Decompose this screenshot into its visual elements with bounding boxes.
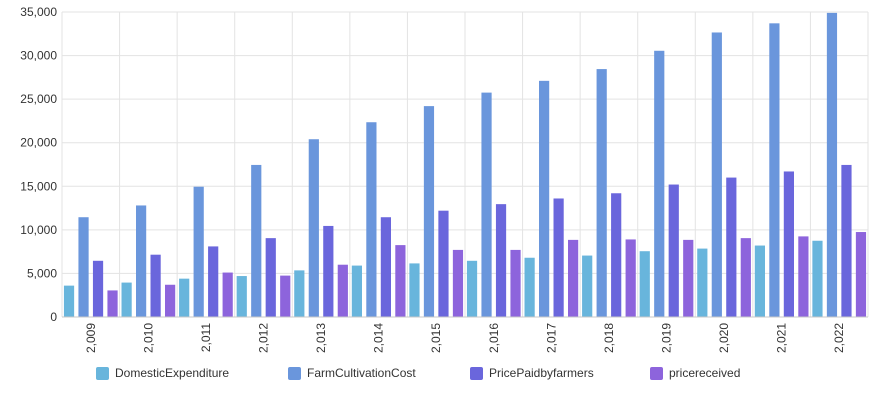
bar-FarmCultivationCost[interactable] <box>78 217 89 317</box>
legend-item[interactable]: DomesticExpenditure <box>96 366 229 380</box>
bar-pricereceived[interactable] <box>165 284 176 317</box>
bar-PricePaidbyfarmers[interactable] <box>841 164 852 317</box>
legend-swatch <box>470 366 483 380</box>
bar-DomesticExpenditure[interactable] <box>639 251 650 317</box>
bar-PricePaidbyfarmers[interactable] <box>495 204 507 317</box>
bar-pricereceived[interactable] <box>107 290 118 317</box>
bar-FarmCultivationCost[interactable] <box>654 50 665 318</box>
y-tick-label: 5,000 <box>27 266 57 280</box>
x-tick-label: 2,015 <box>429 323 443 353</box>
bar-pricereceived[interactable] <box>222 272 233 317</box>
legend-swatch <box>288 366 301 380</box>
bar-FarmCultivationCost[interactable] <box>193 186 204 317</box>
legend-label: FarmCultivationCost <box>307 366 416 380</box>
bars <box>63 12 867 318</box>
x-tick-label: 2,013 <box>314 323 328 353</box>
bar-FarmCultivationCost[interactable] <box>308 139 319 317</box>
bar-DomesticExpenditure[interactable] <box>121 282 132 317</box>
bar-FarmCultivationCost[interactable] <box>596 69 607 317</box>
x-axis: 2,009 2,010 2,011 2,012 2,013 2,014 2,015 2,016… <box>62 316 868 353</box>
legend-swatch <box>96 366 109 380</box>
y-tick-label: 25,000 <box>20 92 57 106</box>
gridlines <box>61 11 869 318</box>
bar-pricereceived[interactable] <box>740 238 751 317</box>
bar-DomesticExpenditure[interactable] <box>179 278 190 317</box>
bar-FarmCultivationCost[interactable] <box>366 122 377 317</box>
bar-FarmCultivationCost[interactable] <box>481 92 492 317</box>
bar-pricereceived[interactable] <box>510 249 521 317</box>
bar-PricePaidbyfarmers[interactable] <box>611 193 622 317</box>
bar-DomesticExpenditure[interactable] <box>294 270 305 317</box>
bar-PricePaidbyfarmers[interactable] <box>265 238 276 317</box>
x-tick-label: 2,020 <box>717 323 731 353</box>
bar-PricePaidbyfarmers[interactable] <box>726 177 737 317</box>
bar-PricePaidbyfarmers[interactable] <box>668 184 679 317</box>
bar-FarmCultivationCost[interactable] <box>136 205 147 317</box>
bar-FarmCultivationCost[interactable] <box>423 106 435 317</box>
bar-PricePaidbyfarmers[interactable] <box>208 246 219 317</box>
bar-PricePaidbyfarmers[interactable] <box>783 171 794 317</box>
bar-DomesticExpenditure[interactable] <box>409 263 420 317</box>
x-tick-label: 2,014 <box>372 323 386 353</box>
bar-PricePaidbyfarmers[interactable] <box>323 225 334 317</box>
bar-FarmCultivationCost[interactable] <box>539 80 550 317</box>
bar-pricereceived[interactable] <box>798 236 809 317</box>
x-tick-label: 2,019 <box>660 323 674 353</box>
bar-DomesticExpenditure[interactable] <box>697 248 708 317</box>
y-axis: 0 5,000 10,000 15,000 20,000 25,000 30,000 35,0… <box>20 5 57 324</box>
bar-DomesticExpenditure[interactable] <box>351 265 362 317</box>
bar-PricePaidbyfarmers[interactable] <box>380 217 391 317</box>
x-tick-label: 2,009 <box>84 323 98 353</box>
legend-label: DomesticExpenditure <box>115 366 230 380</box>
y-tick-label: 10,000 <box>20 223 57 237</box>
bar-pricereceived[interactable] <box>568 239 579 317</box>
legend-item[interactable]: FarmCultivationCost <box>288 366 416 380</box>
bar-PricePaidbyfarmers[interactable] <box>150 254 161 317</box>
bar-FarmCultivationCost[interactable] <box>769 23 780 317</box>
y-tick-label: 35,000 <box>20 5 57 19</box>
legend-label: pricereceived <box>669 366 741 380</box>
x-tick-label: 2,022 <box>832 323 846 353</box>
bar-chart: 0 5,000 10,000 15,000 20,000 25,000 30,000 35,0… <box>20 5 869 353</box>
bar-pricereceived[interactable] <box>452 249 464 317</box>
bar-pricereceived[interactable] <box>625 239 636 317</box>
bar-DomesticExpenditure[interactable] <box>524 257 535 317</box>
bar-pricereceived[interactable] <box>395 245 406 317</box>
bar-DomesticExpenditure[interactable] <box>812 240 823 317</box>
y-tick-label: 15,000 <box>20 179 57 193</box>
bar-PricePaidbyfarmers[interactable] <box>92 260 104 317</box>
bar-DomesticExpenditure[interactable] <box>754 245 765 317</box>
bar-DomesticExpenditure[interactable] <box>63 285 75 317</box>
x-tick-label: 2,012 <box>257 323 271 353</box>
bar-FarmCultivationCost[interactable] <box>826 12 838 317</box>
legend: DomesticExpenditure FarmCultivationCost Pr… <box>96 366 876 386</box>
bar-DomesticExpenditure[interactable] <box>236 276 247 317</box>
y-tick-label: 30,000 <box>20 49 57 63</box>
legend-swatch <box>650 366 663 380</box>
legend-label: PricePaidbyfarmers <box>489 366 594 380</box>
bar-pricereceived[interactable] <box>337 264 348 317</box>
bar-DomesticExpenditure[interactable] <box>582 255 593 317</box>
bar-DomesticExpenditure[interactable] <box>466 260 478 317</box>
bar-FarmCultivationCost[interactable] <box>711 32 722 317</box>
bar-pricereceived[interactable] <box>280 275 291 317</box>
legend-item[interactable]: pricereceived <box>650 366 740 380</box>
bar-pricereceived[interactable] <box>855 232 867 317</box>
bar-pricereceived[interactable] <box>683 239 694 317</box>
bar-FarmCultivationCost[interactable] <box>251 164 262 317</box>
legend-item[interactable]: PricePaidbyfarmers <box>470 366 594 380</box>
x-tick-label: 2,016 <box>487 323 501 353</box>
y-tick-label: 20,000 <box>20 136 57 150</box>
x-tick-label: 2,011 <box>199 323 213 352</box>
x-tick-label: 2,017 <box>544 323 558 353</box>
bar-PricePaidbyfarmers[interactable] <box>553 198 564 317</box>
bar-PricePaidbyfarmers[interactable] <box>438 210 449 317</box>
y-tick-label: 0 <box>50 310 57 324</box>
x-tick-label: 2,018 <box>602 323 616 353</box>
x-tick-label: 2,010 <box>141 323 155 353</box>
x-tick-label: 2,021 <box>775 323 789 353</box>
